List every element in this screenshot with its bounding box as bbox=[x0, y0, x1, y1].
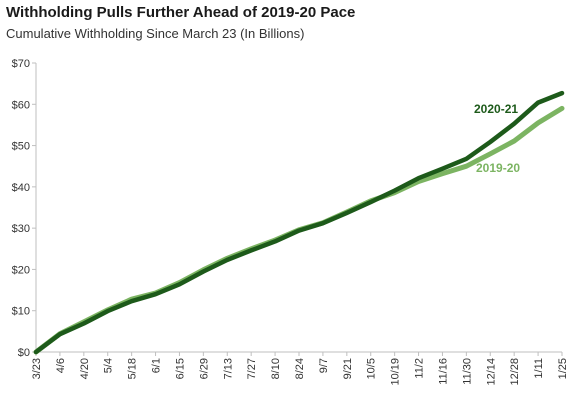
y-tick-label: $0 bbox=[18, 347, 30, 359]
chart-title: Withholding Pulls Further Ahead of 2019-… bbox=[6, 4, 356, 21]
y-tick-label: $10 bbox=[12, 306, 30, 318]
chart-subtitle: Cumulative Withholding Since March 23 (I… bbox=[6, 26, 305, 41]
x-tick-label: 7/27 bbox=[246, 358, 258, 379]
y-tick-label: $20 bbox=[12, 264, 30, 276]
series-label-2019-20: 2019-20 bbox=[476, 161, 520, 175]
x-tick-label: 5/4 bbox=[103, 358, 115, 373]
x-tick-label: 6/1 bbox=[151, 358, 163, 373]
x-tick-label: 9/21 bbox=[342, 358, 354, 379]
x-tick-label: 12/14 bbox=[485, 358, 497, 386]
series-lines bbox=[33, 90, 565, 355]
x-tick-label: 6/15 bbox=[174, 358, 186, 379]
series-label-2020-21: 2020-21 bbox=[474, 102, 518, 116]
y-tick-label: $60 bbox=[12, 99, 30, 111]
series-line-2020-21 bbox=[33, 90, 565, 355]
x-tick-label: 4/20 bbox=[79, 358, 91, 379]
x-tick-label: 10/19 bbox=[390, 358, 402, 386]
y-tick-label: $50 bbox=[12, 141, 30, 153]
x-tick-label: 12/28 bbox=[509, 358, 521, 386]
x-tick-label: 7/13 bbox=[222, 358, 234, 379]
x-tick-label: 8/24 bbox=[294, 358, 306, 379]
x-tick-label: 11/16 bbox=[437, 358, 449, 385]
x-tick-label: 11/30 bbox=[461, 358, 473, 385]
x-tick-label: 5/18 bbox=[127, 358, 139, 379]
x-tick-label: 8/10 bbox=[270, 358, 282, 379]
series-labels: 2020-21 2019-20 bbox=[474, 102, 520, 175]
x-tick-label: 1/25 bbox=[557, 358, 569, 379]
x-tick-label: 6/29 bbox=[198, 358, 210, 379]
x-tick-label: 10/5 bbox=[366, 358, 378, 379]
x-tick-label: 4/6 bbox=[55, 358, 67, 373]
y-tick-label: $30 bbox=[12, 223, 30, 235]
x-tick-label: 11/2 bbox=[414, 358, 426, 379]
x-tick-label: 9/7 bbox=[318, 358, 330, 373]
y-tick-label: $70 bbox=[12, 58, 30, 70]
y-tick-label: $40 bbox=[12, 182, 30, 194]
x-tick-label: 3/23 bbox=[31, 358, 43, 379]
axes: $0 $10 $20 $30 $40 $50 $60 $70 3/23 4/6 4/20 5/4 5/1… bbox=[12, 58, 569, 386]
x-tick-label: 1/11 bbox=[533, 358, 545, 379]
